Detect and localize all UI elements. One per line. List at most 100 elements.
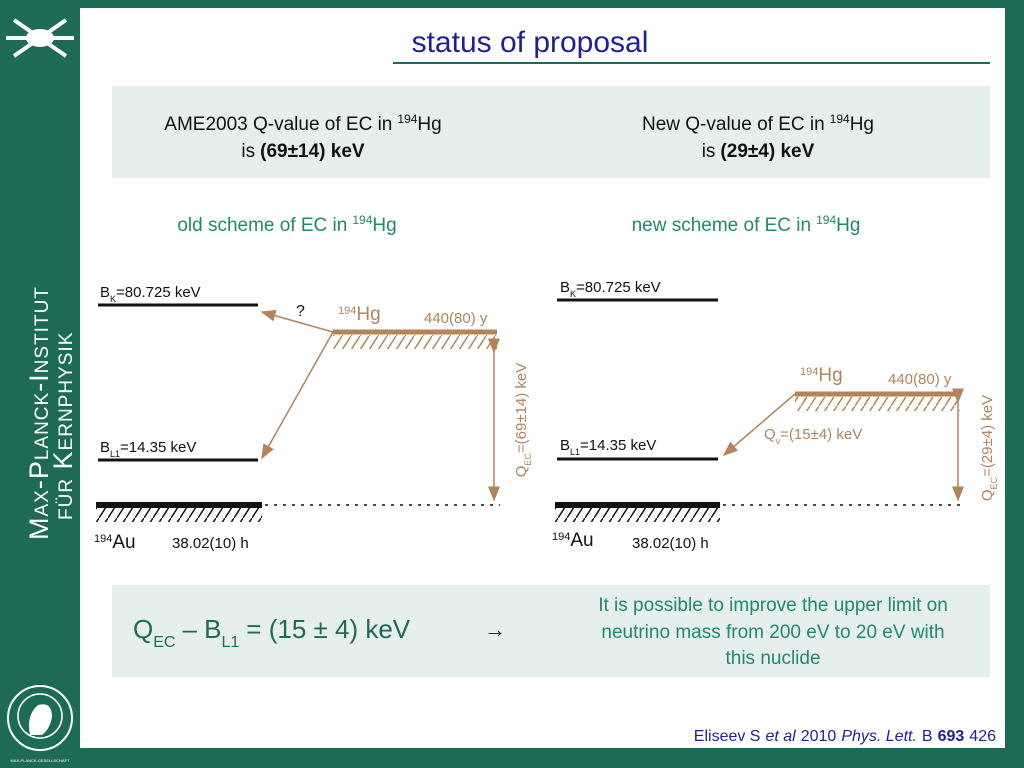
text-part: Hg — [818, 365, 842, 386]
text-part: B — [100, 439, 110, 456]
text-part: =14.35 keV — [580, 437, 656, 454]
text-part: 2010 — [801, 728, 837, 745]
text-part: 194 — [800, 366, 818, 378]
text-part: Q — [133, 614, 153, 644]
text-part: B — [100, 284, 110, 301]
arrow — [261, 331, 334, 460]
unknown-mark: ? — [296, 303, 305, 320]
text-part: 194 — [338, 305, 356, 317]
nuclide: 194Hg — [338, 304, 381, 325]
text-part: 194 — [552, 531, 570, 543]
formula: QEC – BL1 = (15 ± 4) keV — [133, 614, 411, 651]
halflife: 38.02(10) h — [632, 535, 709, 552]
text-part: L1 — [570, 447, 580, 457]
scheme-heading: old scheme of EC in 194Hg — [177, 213, 396, 236]
society-name: MAX-PLANCK-GESELLSCHAFT — [11, 758, 70, 763]
text-part: New Q-value of EC in — [642, 114, 825, 135]
text-part: Hg — [372, 215, 396, 236]
text-part: B — [922, 728, 933, 745]
old-scheme: BK=80.725 keV BL1=14.35 keV 194Au 38.02(… — [94, 284, 533, 553]
text-part: (29±4) keV — [720, 141, 814, 162]
level-label: BL1=14.35 keV — [560, 437, 656, 457]
text-part: Au — [570, 530, 593, 551]
info-line: AME2003 Q-value of EC in 194Hg — [164, 112, 441, 135]
text-part: Hg — [417, 114, 441, 135]
hatching — [795, 397, 960, 411]
info-box — [112, 86, 990, 178]
new-scheme: BK=80.725 keV BL1=14.35 keV 194Au 38.02(… — [552, 279, 999, 552]
text-part: 194 — [397, 112, 417, 126]
level-label: BK=80.725 keV — [560, 279, 661, 299]
arrow-symbol: → — [484, 617, 506, 642]
hatching — [96, 508, 262, 522]
info-line: is (29±4) keV — [702, 141, 815, 162]
text-part: 194 — [830, 112, 850, 126]
info-line: is (69±14) keV — [241, 141, 364, 162]
conclusion-line: this nuclide — [725, 648, 820, 669]
text-part: Au — [112, 532, 135, 553]
text-part: Q — [979, 489, 996, 501]
text-part: K — [110, 294, 116, 304]
q-label: QEC=(69±14) keV — [513, 363, 533, 478]
text-part: Q — [513, 466, 530, 478]
text-part: =80.725 keV — [576, 279, 661, 296]
text-part: 194 — [352, 213, 372, 227]
text-part: =80.725 keV — [116, 284, 201, 301]
nuclide: 194Au — [552, 530, 594, 551]
text-part: (69±14) keV — [260, 141, 365, 162]
text-part: =(69±14) keV — [513, 363, 530, 453]
result-box — [112, 585, 990, 677]
text-part: EC — [989, 476, 999, 489]
text-part: is — [702, 141, 716, 162]
text-part: B — [560, 279, 570, 296]
text-part: 194 — [94, 533, 112, 545]
text-part: is — [241, 141, 255, 162]
text-part: L1 — [222, 634, 240, 651]
text-part: – B — [182, 614, 221, 644]
nuclide: 194Hg — [800, 365, 843, 386]
level-label: BL1=14.35 keV — [100, 439, 196, 459]
text-part: K — [570, 289, 576, 299]
halflife: 440(80) y — [888, 371, 952, 388]
halflife: 38.02(10) h — [172, 535, 249, 552]
institute-line2: für Kernphysik — [48, 332, 78, 520]
arrow — [722, 393, 796, 456]
text-part: et al — [765, 728, 796, 745]
text-part: AME2003 Q-value of EC in — [164, 114, 392, 135]
level-label: BK=80.725 keV — [100, 284, 201, 304]
text-part: EC — [523, 453, 533, 466]
text-part: Hg — [850, 114, 874, 135]
text-part: = (15 ± 4) keV — [246, 614, 411, 644]
text-part: =14.35 keV — [120, 439, 196, 456]
conclusion-line: It is possible to improve the upper limi… — [598, 595, 948, 616]
conclusion-line: neutrino mass from 200 eV to 20 eV with — [601, 622, 944, 643]
nuclide: 194Au — [94, 532, 136, 553]
text-part: EC — [153, 634, 175, 651]
text-part: Hg — [836, 215, 860, 236]
emblem — [6, 18, 74, 58]
society-logo — [7, 685, 73, 751]
text-part: ν — [776, 436, 781, 446]
text-part: 426 — [969, 728, 996, 745]
halflife: 440(80) y — [424, 310, 488, 327]
text-part: B — [560, 437, 570, 454]
text-part: Phys. Lett. — [841, 728, 917, 745]
text-part: 194 — [816, 213, 836, 227]
text-part: Q — [764, 426, 776, 443]
text-part: Eliseev S — [694, 728, 761, 745]
text-part: =(29±4) keV — [979, 395, 996, 477]
title: status of proposal — [412, 26, 649, 59]
text-part: 693 — [938, 728, 965, 745]
text-part: new scheme of EC in — [632, 215, 812, 236]
hatching — [555, 508, 720, 522]
text-part: old scheme of EC in — [177, 215, 347, 236]
text-part: =(15±4) keV — [780, 426, 862, 443]
q-nu-label: Qν=(15±4) keV — [764, 426, 862, 446]
text-part: L1 — [110, 449, 120, 459]
hatching — [333, 335, 497, 349]
q-label: QEC=(29±4) keV — [979, 395, 999, 501]
text-part: Hg — [356, 304, 380, 325]
info-line: New Q-value of EC in 194Hg — [642, 112, 874, 135]
